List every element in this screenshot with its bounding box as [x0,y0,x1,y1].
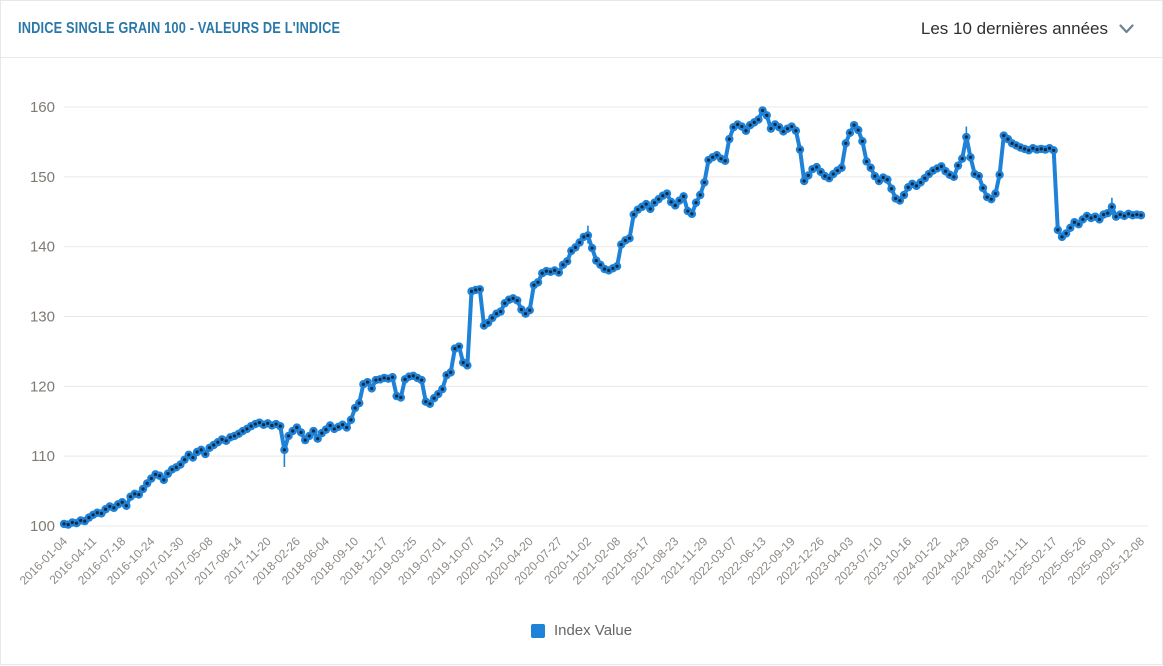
legend-label: Index Value [553,622,633,639]
svg-text:130: 130 [30,309,55,326]
page-title: INDICE SINGLE GRAIN 100 - VALEURS DE L'I… [18,20,341,37]
header: INDICE SINGLE GRAIN 100 - VALEURS DE L'I… [1,1,1162,58]
svg-text:120: 120 [30,378,55,395]
svg-text:140: 140 [30,239,55,256]
chevron-down-icon [1119,24,1134,34]
svg-text:100: 100 [30,518,55,535]
period-selector[interactable]: Les 10 dernières années [921,19,1134,39]
svg-text:110: 110 [31,448,55,465]
svg-text:150: 150 [30,169,55,186]
legend[interactable]: Index Value [1,622,1162,639]
period-selector-label: Les 10 dernières années [920,19,1108,38]
svg-text:160: 160 [30,99,55,116]
legend-swatch [530,623,545,638]
